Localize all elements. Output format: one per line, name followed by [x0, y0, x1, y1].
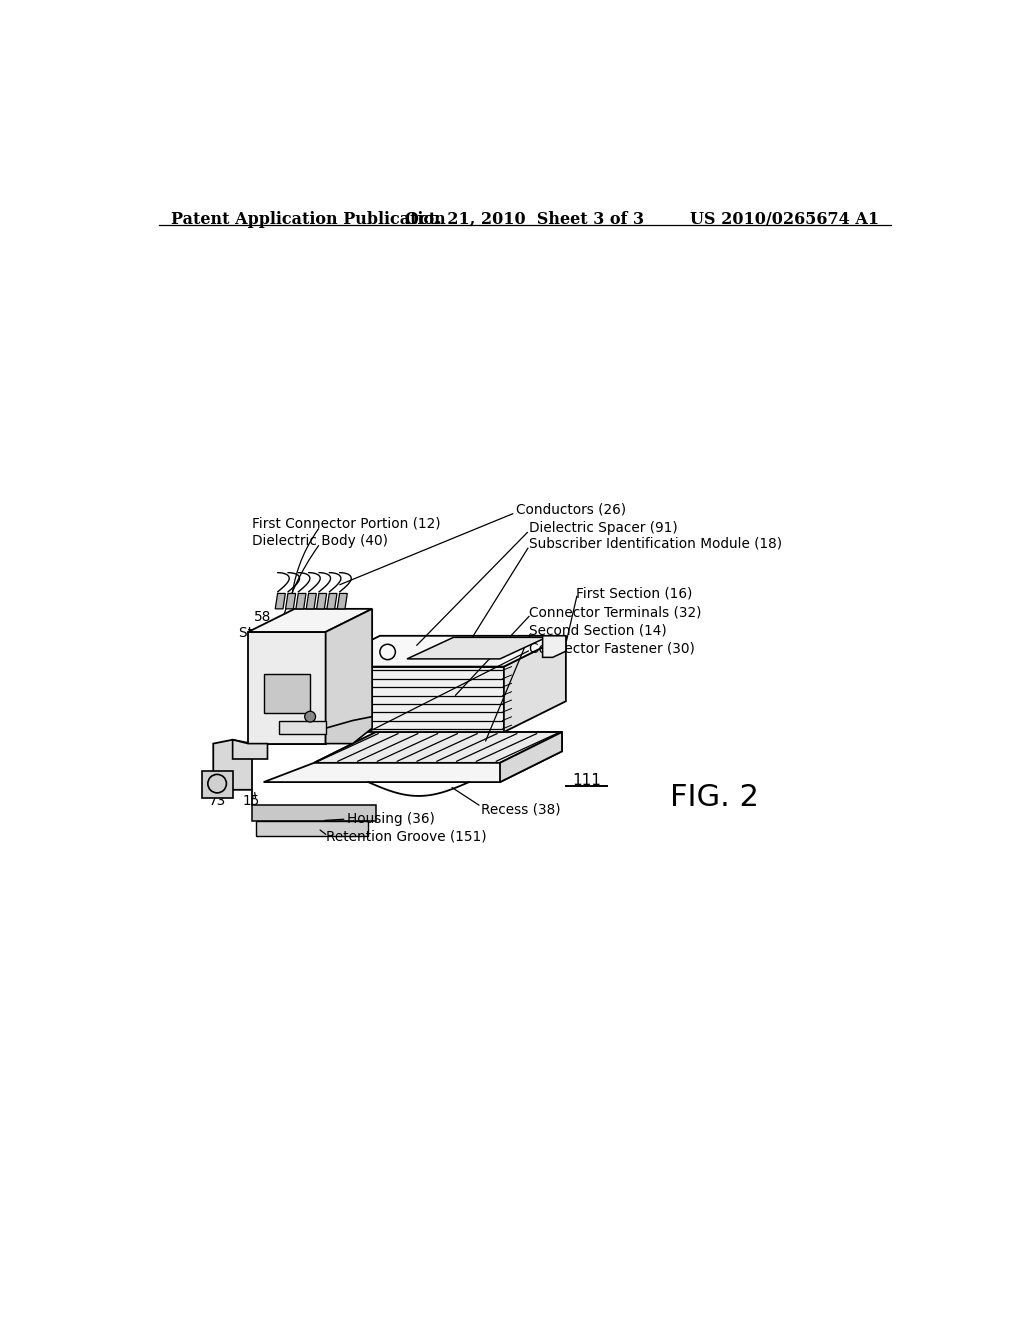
Text: First Connector Portion (12): First Connector Portion (12)	[252, 516, 440, 531]
Polygon shape	[263, 675, 310, 713]
Polygon shape	[326, 717, 372, 743]
Text: 73: 73	[209, 793, 226, 808]
Text: Dielectric Body (40): Dielectric Body (40)	[252, 535, 388, 548]
Polygon shape	[202, 771, 232, 797]
Polygon shape	[314, 733, 562, 763]
Polygon shape	[296, 594, 306, 609]
Text: FIG. 2: FIG. 2	[671, 783, 760, 812]
Polygon shape	[543, 636, 566, 657]
Text: Oct. 21, 2010  Sheet 3 of 3: Oct. 21, 2010 Sheet 3 of 3	[406, 211, 644, 228]
Polygon shape	[248, 632, 326, 743]
Polygon shape	[407, 638, 547, 659]
Text: Recess (38): Recess (38)	[480, 803, 560, 816]
Text: 58: 58	[254, 610, 271, 623]
Text: Connector Fastener (30): Connector Fastener (30)	[529, 642, 695, 655]
Polygon shape	[275, 594, 286, 609]
Polygon shape	[263, 733, 562, 781]
Text: Retention Groove (151): Retention Groove (151)	[326, 829, 486, 843]
Polygon shape	[316, 594, 327, 609]
Polygon shape	[213, 739, 252, 789]
Polygon shape	[317, 636, 566, 667]
Text: 111: 111	[572, 774, 601, 788]
Polygon shape	[280, 721, 326, 734]
Polygon shape	[317, 667, 504, 733]
Polygon shape	[337, 594, 347, 609]
Polygon shape	[326, 609, 372, 743]
Text: First Section (16): First Section (16)	[575, 586, 692, 601]
Polygon shape	[286, 594, 296, 609]
Polygon shape	[504, 636, 566, 733]
Text: Conductors (26): Conductors (26)	[515, 503, 626, 516]
Polygon shape	[306, 594, 316, 609]
Text: Second Section (14): Second Section (14)	[529, 623, 668, 638]
Text: Connector Terminals (32): Connector Terminals (32)	[529, 606, 701, 619]
Text: Housing (36): Housing (36)	[346, 812, 434, 826]
Text: Stop (75): Stop (75)	[239, 627, 302, 640]
Polygon shape	[500, 733, 562, 781]
Text: Dielectric Spacer (91): Dielectric Spacer (91)	[529, 521, 678, 535]
Text: 15: 15	[243, 793, 260, 808]
Polygon shape	[327, 594, 337, 609]
Text: Subscriber Identification Module (18): Subscriber Identification Module (18)	[529, 536, 782, 550]
Text: Patent Application Publication: Patent Application Publication	[171, 211, 445, 228]
Circle shape	[305, 711, 315, 722]
Polygon shape	[248, 609, 372, 632]
Polygon shape	[256, 821, 369, 836]
Polygon shape	[252, 805, 376, 821]
Text: US 2010/0265674 A1: US 2010/0265674 A1	[690, 211, 879, 228]
Polygon shape	[232, 739, 267, 759]
